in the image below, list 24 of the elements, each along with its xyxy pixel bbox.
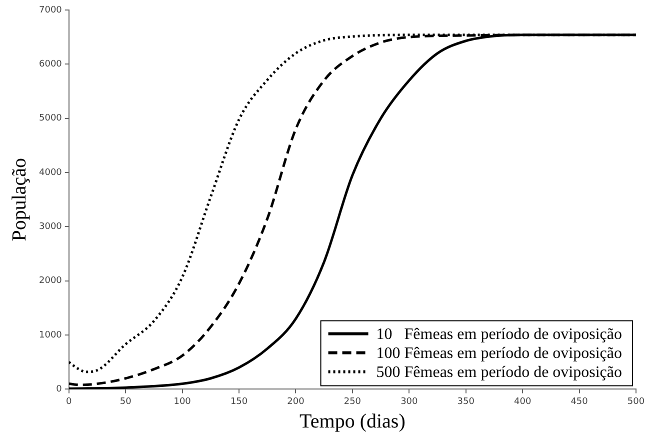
legend-label: 500 Fêmeas em período de oviposição bbox=[376, 364, 622, 381]
x-tick-label: 250 bbox=[344, 396, 362, 407]
x-tick-label: 350 bbox=[457, 396, 475, 407]
legend-label: 100 Fêmeas em período de oviposição bbox=[376, 344, 622, 362]
legend-label: 10 Fêmeas em período de oviposição bbox=[376, 326, 622, 343]
x-tick-label: 300 bbox=[400, 396, 418, 407]
y-tick-label: 3000 bbox=[39, 222, 62, 232]
y-tick-label: 2000 bbox=[39, 276, 62, 286]
x-tick-label: 450 bbox=[570, 396, 588, 407]
x-tick-label: 400 bbox=[514, 396, 532, 407]
y-tick-label: 0 bbox=[56, 384, 62, 395]
y-tick-label: 5000 bbox=[39, 114, 62, 124]
x-tick-label: 100 bbox=[174, 396, 192, 407]
x-tick-label: 50 bbox=[120, 396, 132, 407]
x-tick-label: 150 bbox=[230, 396, 248, 407]
x-axis-title: Tempo (dias) bbox=[300, 410, 406, 432]
y-tick-label: 7000 bbox=[39, 5, 62, 16]
x-tick-label: 200 bbox=[287, 396, 305, 407]
x-tick-label: 0 bbox=[66, 396, 72, 407]
y-tick-label: 6000 bbox=[39, 60, 62, 70]
y-axis-title: População bbox=[8, 158, 30, 242]
y-tick-label: 4000 bbox=[39, 168, 62, 178]
y-tick-label: 1000 bbox=[39, 330, 62, 340]
x-tick-label: 500 bbox=[627, 396, 645, 407]
